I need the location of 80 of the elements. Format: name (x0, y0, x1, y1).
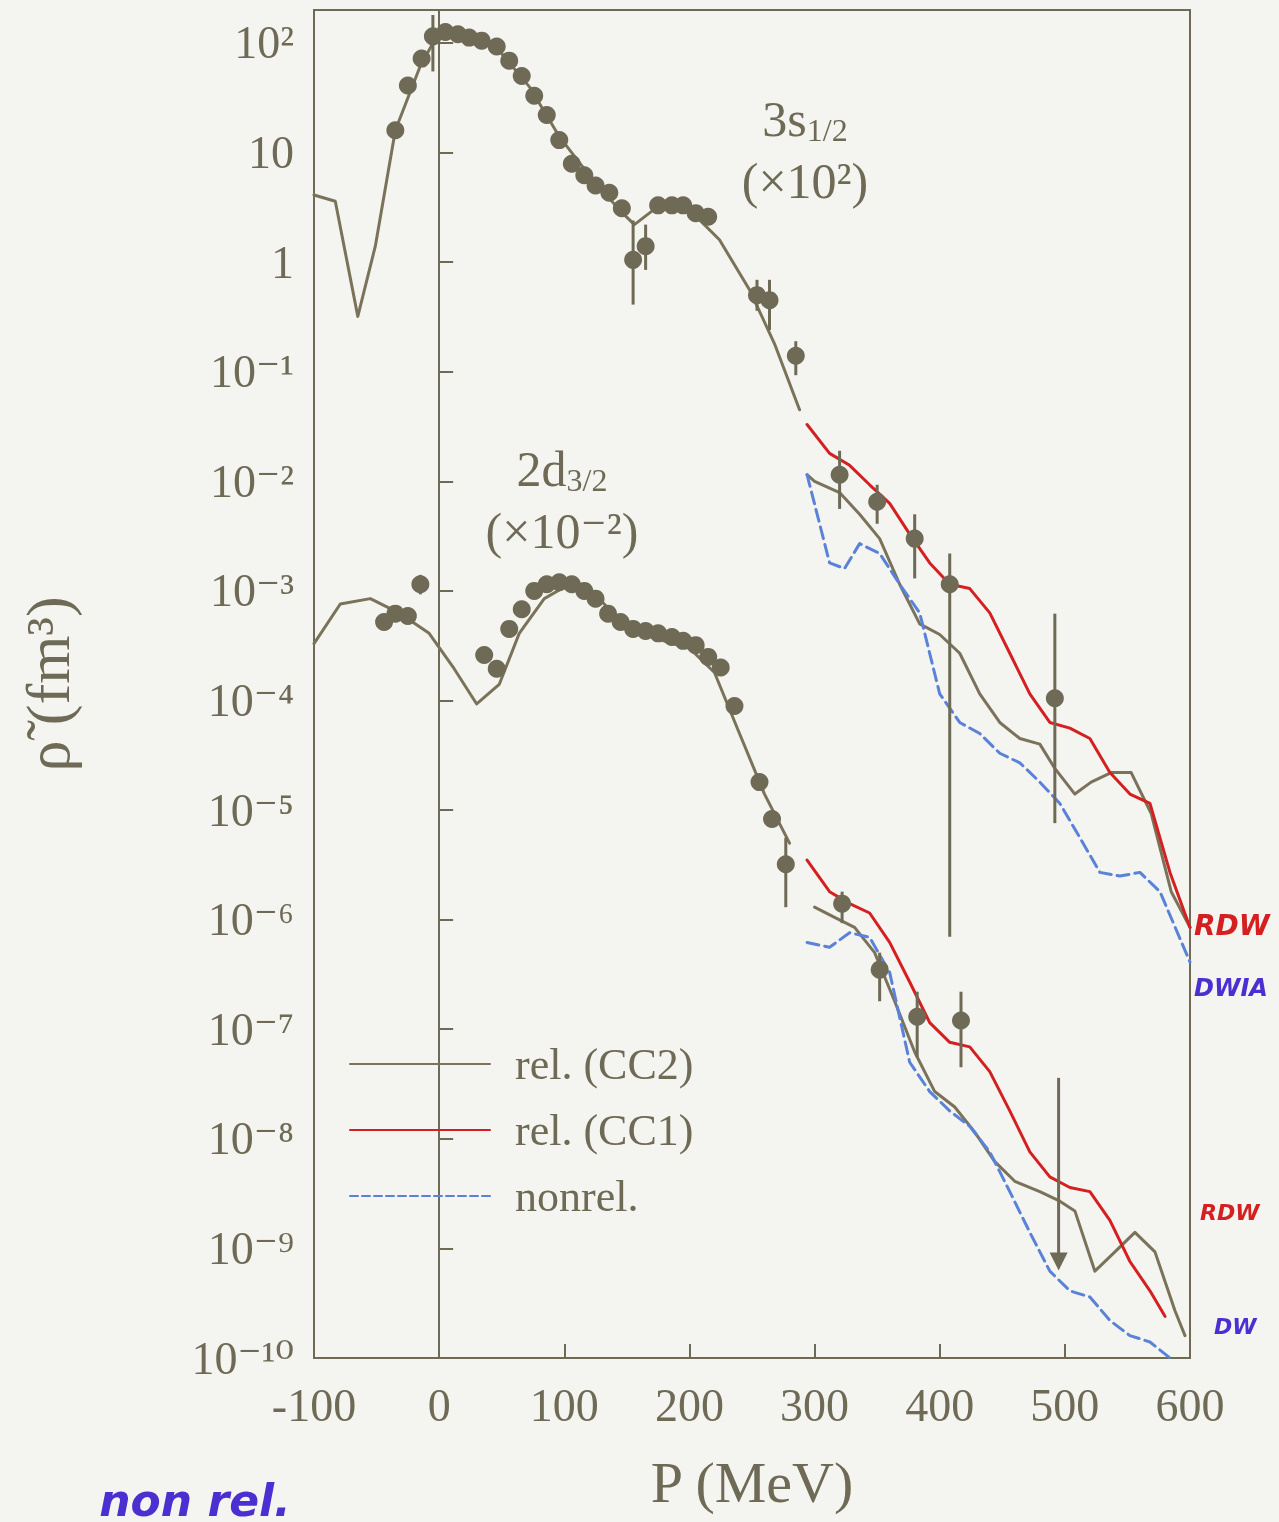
point (562, 154, 581, 173)
point (500, 51, 519, 70)
text: DW (1214, 1313, 1259, 1339)
y-tick-label: 10² (234, 17, 294, 69)
point (487, 37, 506, 56)
point (512, 66, 531, 85)
line-series (805, 931, 1172, 1360)
point (786, 346, 805, 365)
x-tick-label: 600 (1155, 1379, 1225, 1431)
point (711, 658, 730, 677)
point (599, 604, 618, 623)
x-tick-label: 300 (780, 1379, 850, 1431)
point (905, 529, 924, 548)
x-tick-label: 200 (654, 1379, 724, 1431)
point (1049, 1252, 1068, 1271)
text: non rel. (99, 1474, 291, 1522)
y-tick-label: 1 (271, 236, 294, 288)
line-series (805, 423, 1192, 929)
annotation: 2d3/2 (×10⁻²) (485, 441, 639, 559)
y-tick-label: 10⁻³ (209, 565, 294, 617)
y-tick-label: 10⁻⁸ (207, 1113, 294, 1165)
point (398, 607, 417, 626)
point (763, 809, 782, 828)
point (586, 176, 605, 195)
point (760, 291, 779, 310)
point (586, 589, 605, 608)
line-series (805, 858, 1167, 1318)
y-tick-label: 10 (248, 127, 294, 179)
point (686, 636, 705, 655)
point (411, 575, 430, 594)
x-tick-label: 400 (905, 1379, 975, 1431)
point (575, 166, 594, 185)
x-axis-title: P (MeV) (650, 1449, 854, 1515)
point (870, 960, 889, 979)
legend-label: nonrel. (515, 1171, 639, 1221)
x-tick-label: 0 (427, 1379, 451, 1431)
y-tick-label: 10⁻⁹ (207, 1222, 294, 1274)
y-tick-label: 10⁻⁷ (207, 1003, 294, 1055)
y-tick-label: 10⁻⁴ (207, 674, 294, 726)
legend-label: rel. (CC1) (515, 1105, 694, 1155)
text: DWIA (1194, 974, 1268, 1002)
point (525, 86, 544, 105)
line-series (805, 473, 1192, 964)
point (472, 31, 491, 50)
point (386, 121, 405, 140)
annotation: 3s1/2 (×10²) (741, 91, 869, 209)
y-tick-label: 10⁻² (209, 455, 294, 507)
point (833, 894, 852, 913)
point (412, 49, 431, 68)
point (952, 1011, 970, 1030)
y-tick-label: 10⁻¹ (209, 346, 294, 398)
point (636, 237, 655, 256)
point (1045, 689, 1064, 708)
x-tick-label: 100 (529, 1379, 599, 1431)
point (398, 76, 417, 95)
legend-label: rel. (CC2) (515, 1039, 694, 1089)
point (612, 199, 631, 218)
point (699, 647, 718, 666)
point (550, 131, 569, 150)
point (908, 1007, 927, 1026)
point (537, 106, 556, 125)
x-tick-label: 500 (1030, 1379, 1100, 1431)
y-axis-title: ρ̃ (fm³) (14, 596, 83, 772)
point (868, 492, 887, 511)
y-tick-label: 10⁻⁶ (207, 894, 294, 946)
point (600, 183, 619, 202)
point (725, 697, 744, 716)
point (750, 773, 769, 792)
point (624, 250, 643, 269)
point (500, 619, 519, 638)
y-tick-label: 10⁻⁵ (207, 784, 294, 836)
point (487, 659, 506, 678)
point (776, 855, 795, 874)
point (475, 646, 494, 665)
text: RDW (1200, 1199, 1262, 1225)
point (940, 575, 959, 594)
point (699, 207, 718, 226)
point (830, 465, 849, 484)
text: RDW (1194, 908, 1271, 942)
point (512, 600, 531, 619)
